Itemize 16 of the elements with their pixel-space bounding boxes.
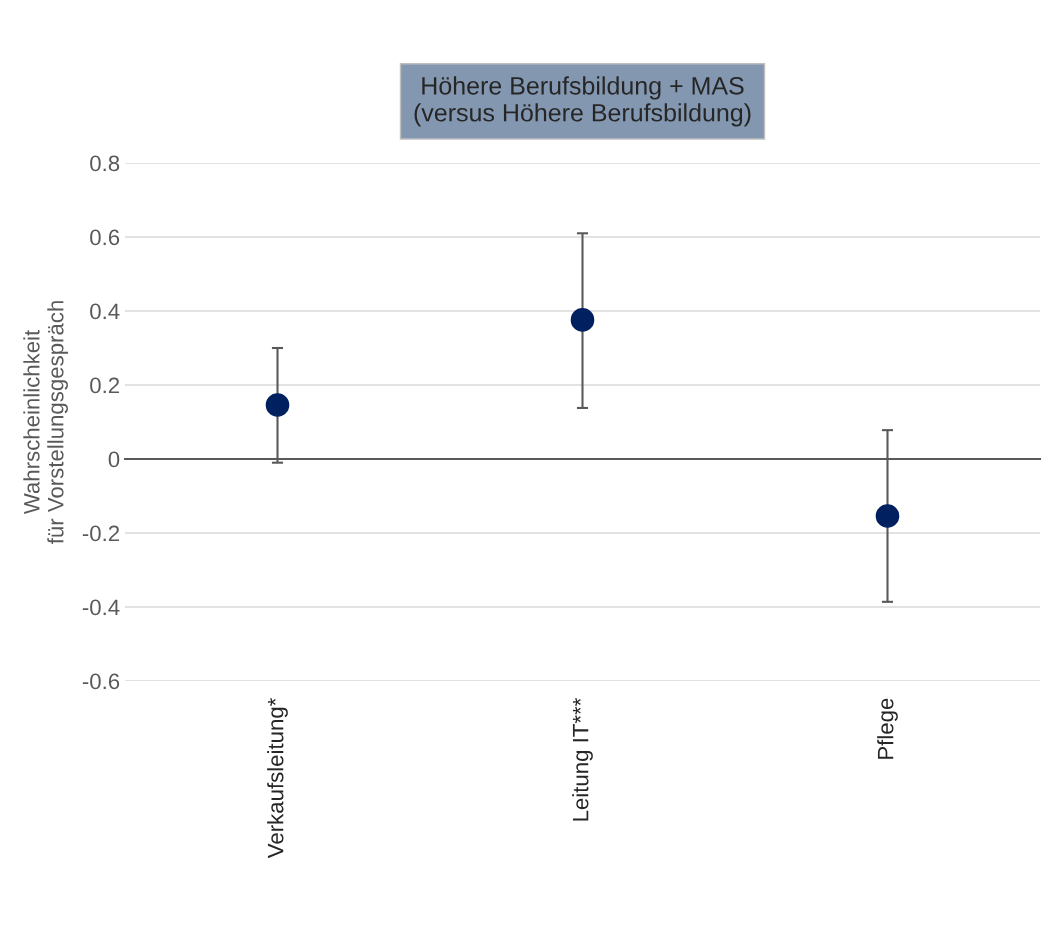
x-tick-label: Pflege bbox=[877, 698, 898, 759]
point bbox=[570, 308, 595, 332]
point bbox=[875, 504, 900, 528]
y-tick-label: 0.6 bbox=[90, 229, 120, 246]
y-tick-label: 0.8 bbox=[90, 155, 120, 172]
y-tick-label: -0.6 bbox=[82, 673, 120, 690]
point bbox=[265, 393, 290, 417]
y-tick-label: 0 bbox=[108, 451, 120, 468]
y-axis-title: Wahrscheinlichkeit für Vorstellungsgespräch bbox=[23, 301, 68, 544]
x-tick-label: Verkaufsleitung* bbox=[267, 698, 288, 859]
y-tick-label: 0.2 bbox=[90, 377, 120, 394]
y-tick-label: -0.2 bbox=[82, 525, 120, 542]
x-tick-label: Leitung IT*** bbox=[572, 698, 593, 821]
chart-title: Höhere Berufsbildung + MAS (versus Höhere Berufsbildung) bbox=[414, 76, 751, 127]
y-tick-label: 0.4 bbox=[90, 303, 120, 320]
y-tick-label: -0.4 bbox=[82, 599, 120, 616]
